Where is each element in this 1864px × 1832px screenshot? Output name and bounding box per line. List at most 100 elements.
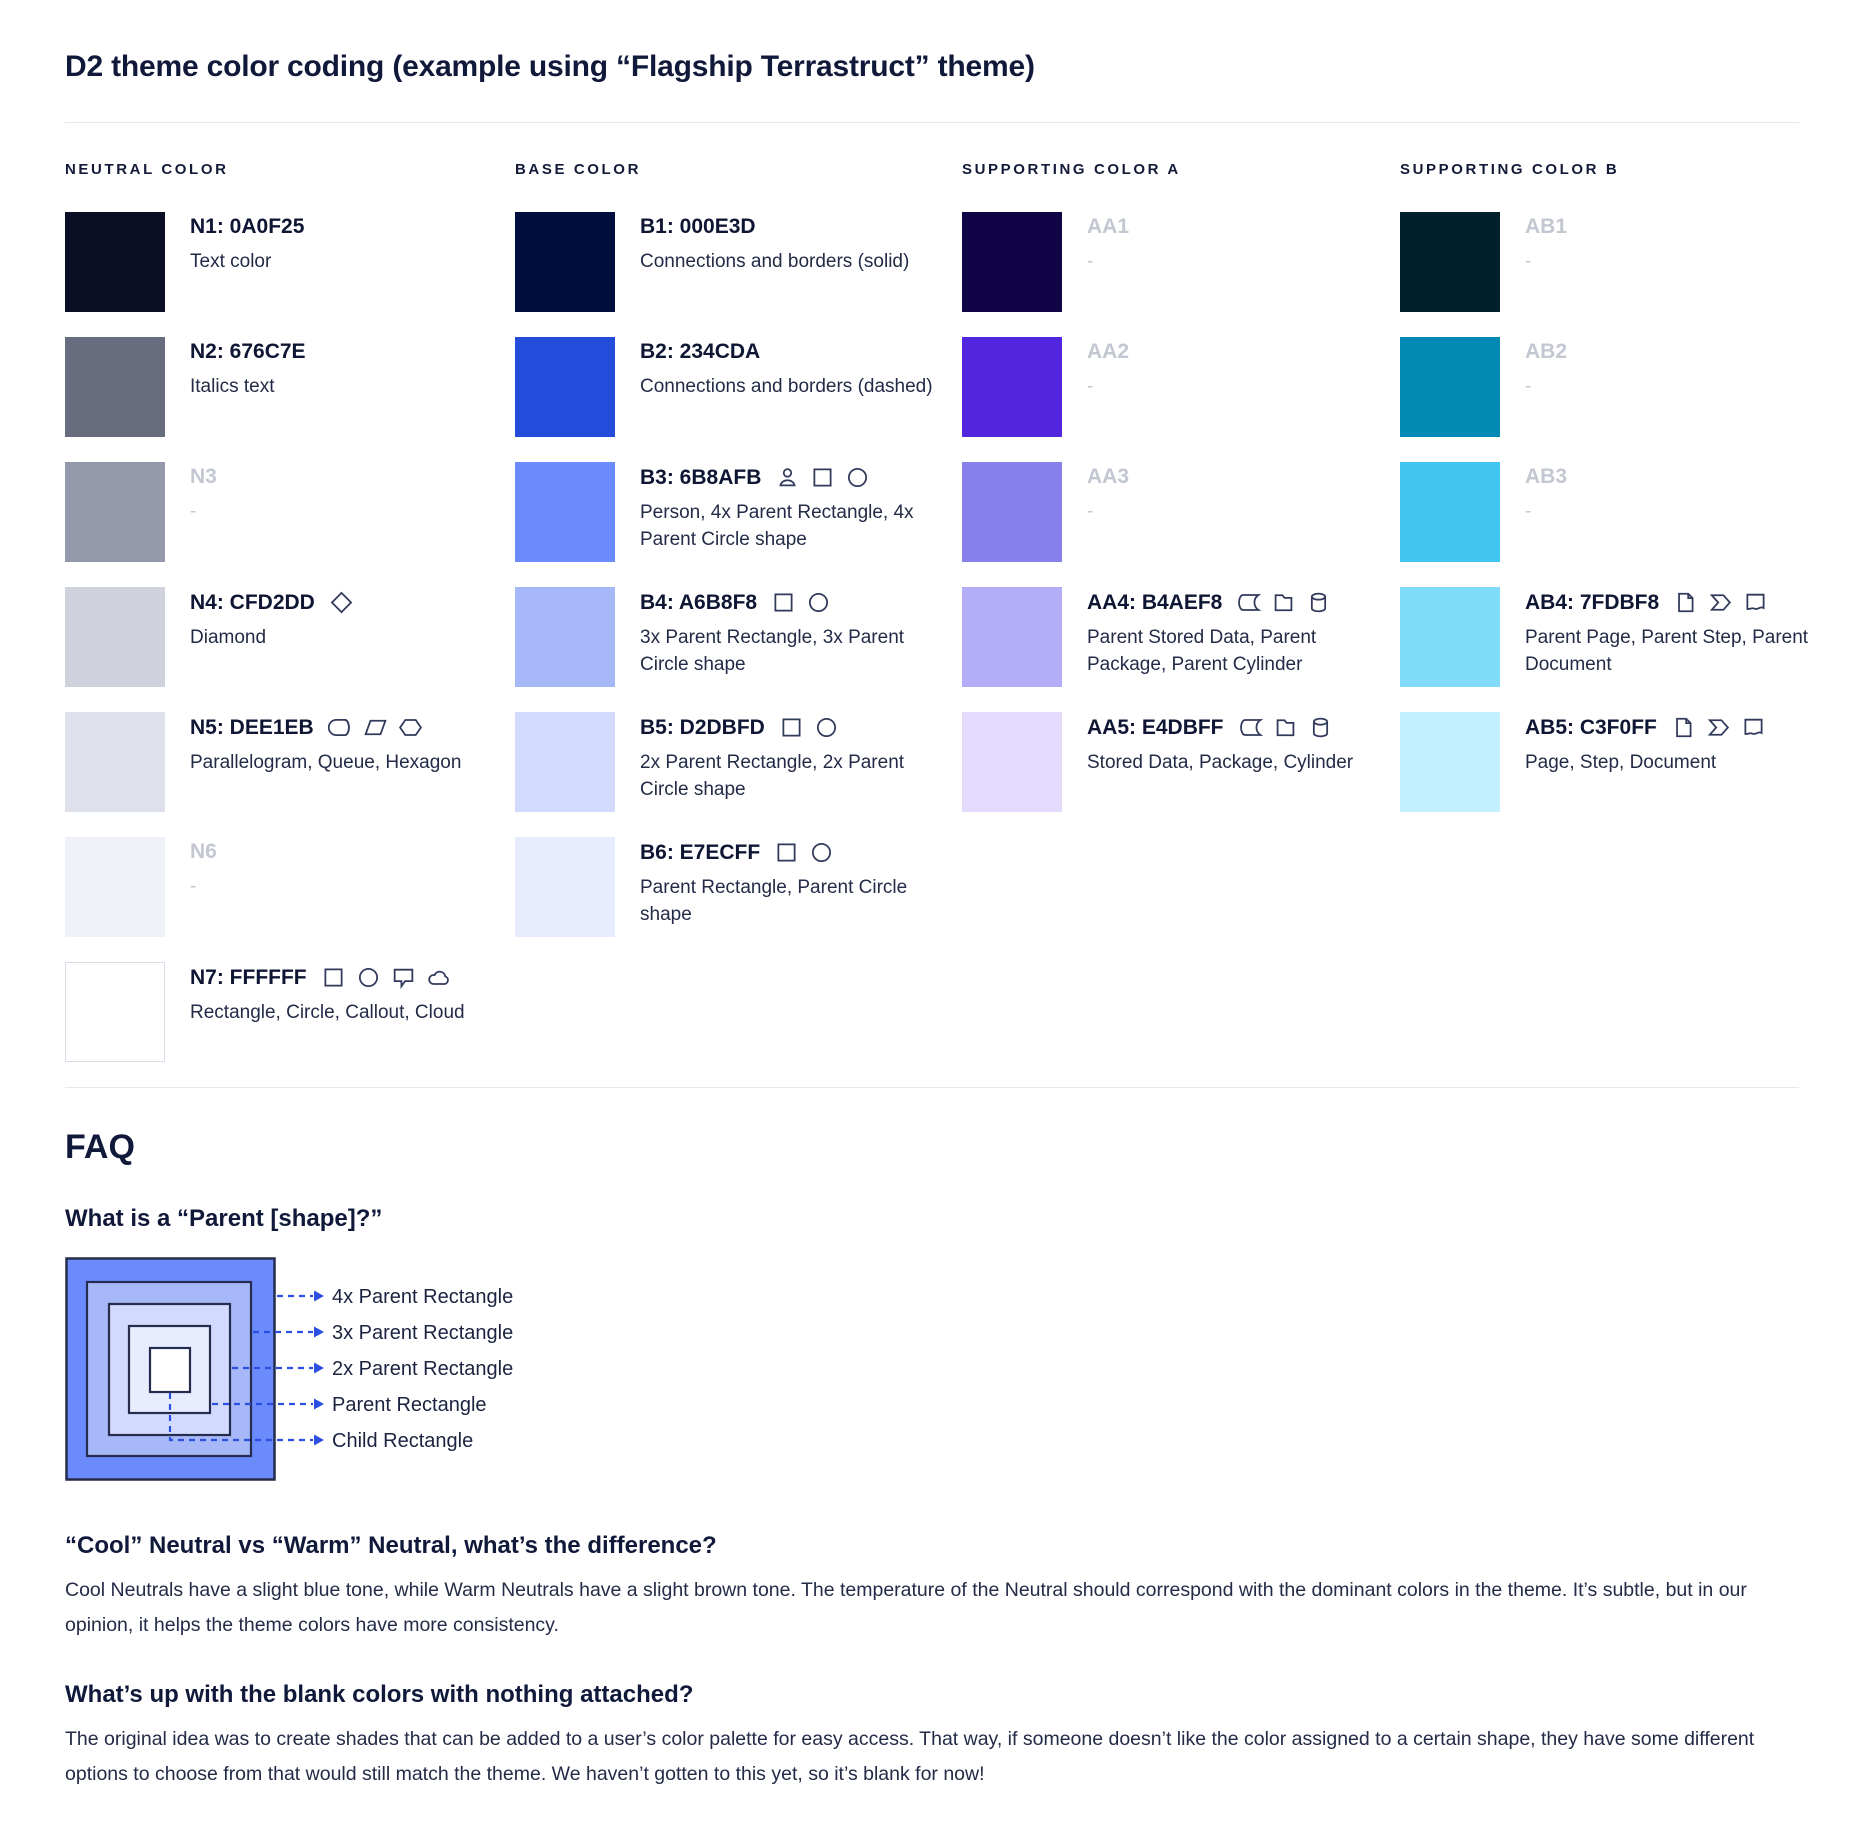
color-entry: N3 - <box>65 462 515 562</box>
color-code: B5: D2DBFD <box>640 715 765 739</box>
rectangle-icon <box>771 590 796 615</box>
rect-child <box>148 1346 192 1394</box>
diagram-arrowheads <box>314 1290 324 1446</box>
package-icon <box>1273 715 1298 740</box>
color-swatch <box>65 212 165 312</box>
color-swatch <box>1400 337 1500 437</box>
color-usage: - <box>1525 501 1532 522</box>
rectangle-icon <box>321 965 346 990</box>
divider <box>65 1087 1799 1088</box>
color-usage: - <box>1087 376 1094 397</box>
column-header: NEUTRAL COLOR <box>65 161 229 178</box>
color-usage: - <box>1087 251 1094 272</box>
column-base: BASE COLOR B1: 000E3D Connections and bo… <box>515 161 962 1087</box>
color-swatch <box>515 712 615 812</box>
color-swatch <box>962 337 1062 437</box>
cylinder-icon <box>1308 715 1333 740</box>
color-coding-grid: NEUTRAL COLOR N1: 0A0F25 Text color N2: … <box>65 161 1808 1087</box>
rectangle-icon <box>774 840 799 865</box>
color-code: AB1 <box>1525 215 1568 238</box>
parent-shape-diagram: 4x Parent Rectangle 3x Parent Rectangle … <box>65 1257 1799 1494</box>
column-header: SUPPORTING COLOR B <box>1400 161 1620 178</box>
color-usage: - <box>1087 501 1094 522</box>
color-swatch <box>1400 587 1500 687</box>
diagram-label: 2x Parent Rectangle <box>332 1358 513 1380</box>
color-entry: AB1 - <box>1400 212 1830 312</box>
color-usage: Parent Rectangle, Parent Circle shape <box>640 877 908 925</box>
color-usage: Page, Step, Document <box>1525 752 1717 773</box>
color-code: N2: 676C7E <box>190 340 306 363</box>
color-entry: B4: A6B8F8 3x Parent Rectangle, 3x Paren… <box>515 587 962 687</box>
color-code: AA2 <box>1087 340 1130 363</box>
faq-answer-cool-vs-warm: Cool Neutrals have a slight blue tone, w… <box>65 1579 1747 1636</box>
page-title: D2 theme color coding (example using “Fl… <box>65 50 1035 83</box>
color-swatch <box>515 837 615 937</box>
color-swatch <box>962 712 1062 812</box>
diagram-label: 3x Parent Rectangle <box>332 1322 513 1344</box>
circle-icon <box>806 590 831 615</box>
color-swatch <box>1400 212 1500 312</box>
faq-answer-blank-colors: The original idea was to create shades t… <box>65 1728 1755 1785</box>
color-code: N1: 0A0F25 <box>190 215 305 238</box>
color-entry: N6 - <box>65 837 515 937</box>
color-swatch <box>515 587 615 687</box>
color-code: AB5: C3F0FF <box>1525 715 1657 739</box>
circle-icon <box>809 840 834 865</box>
color-usage: Rectangle, Circle, Callout, Cloud <box>190 1002 465 1023</box>
color-usage: - <box>190 501 197 522</box>
faq-heading: FAQ <box>65 1128 135 1166</box>
column-supporting-a: SUPPORTING COLOR A AA1 - AA2 - AA3 - AA4… <box>962 161 1400 1087</box>
color-code: AA5: E4DBFF <box>1087 715 1224 739</box>
rectangle-icon <box>779 715 804 740</box>
color-code: N4: CFD2DD <box>190 590 315 614</box>
callout-icon <box>391 965 416 990</box>
color-entry: AA1 - <box>962 212 1400 312</box>
color-swatch <box>65 587 165 687</box>
color-code: AB4: 7FDBF8 <box>1525 590 1660 614</box>
color-usage: Connections and borders (dashed) <box>640 376 933 397</box>
color-swatch <box>962 587 1062 687</box>
faq-question-blank-colors: What’s up with the blank colors with not… <box>65 1681 694 1708</box>
document-icon <box>1743 590 1768 615</box>
column-header: BASE COLOR <box>515 161 642 178</box>
color-swatch <box>65 462 165 562</box>
color-entry: AA5: E4DBFF Stored Data, Package, Cylind… <box>962 712 1400 812</box>
color-code: AA3 <box>1087 465 1130 488</box>
step-icon <box>1706 715 1731 740</box>
color-entry: AB4: 7FDBF8 Parent Page, Parent Step, Pa… <box>1400 587 1830 687</box>
cylinder-icon <box>1306 590 1331 615</box>
color-code: B1: 000E3D <box>640 215 756 238</box>
rectangle-icon <box>810 465 835 490</box>
color-entry: N4: CFD2DD Diamond <box>65 587 515 687</box>
diagram-connectors <box>168 1294 313 1442</box>
color-code: N6 <box>190 840 217 863</box>
color-swatch <box>515 462 615 562</box>
divider <box>65 122 1799 123</box>
faq-question-cool-vs-warm: “Cool” Neutral vs “Warm” Neutral, what’s… <box>65 1532 717 1559</box>
color-code: N5: DEE1EB <box>190 715 314 739</box>
hexagon-icon <box>398 715 423 740</box>
color-entry: N5: DEE1EB Parallelogram, Queue, Hexagon <box>65 712 515 812</box>
color-swatch <box>65 962 165 1062</box>
diagram-label: Child Rectangle <box>332 1430 473 1452</box>
color-usage: Connections and borders (solid) <box>640 251 910 272</box>
color-code: B6: E7ECFF <box>640 840 761 864</box>
color-entry: AB2 - <box>1400 337 1830 437</box>
person-icon <box>775 465 800 490</box>
color-swatch <box>1400 462 1500 562</box>
color-usage: Parent Stored Data, Parent Package, Pare… <box>1087 627 1317 675</box>
stored-data-icon <box>1238 715 1263 740</box>
color-swatch <box>1400 712 1500 812</box>
color-entry: AA3 - <box>962 462 1400 562</box>
color-entry: N7: FFFFFF Rectangle, Circle, Callout, C… <box>65 962 515 1062</box>
color-code: N7: FFFFFF <box>190 965 307 989</box>
color-usage: 3x Parent Rectangle, 3x Parent Circle sh… <box>640 627 905 675</box>
column-neutral: NEUTRAL COLOR N1: 0A0F25 Text color N2: … <box>65 161 515 1087</box>
color-code: AB3 <box>1525 465 1568 488</box>
nested-rectangles-figure: 4x Parent Rectangle 3x Parent Rectangle … <box>65 1257 513 1481</box>
column-supporting-b: SUPPORTING COLOR B AB1 - AB2 - AB3 - AB4… <box>1400 161 1830 1087</box>
faq-question-parent-shape: What is a “Parent [shape]?” <box>65 1205 383 1232</box>
color-entry: B1: 000E3D Connections and borders (soli… <box>515 212 962 312</box>
color-code: N3 <box>190 465 217 488</box>
stored-data-icon <box>1236 590 1261 615</box>
